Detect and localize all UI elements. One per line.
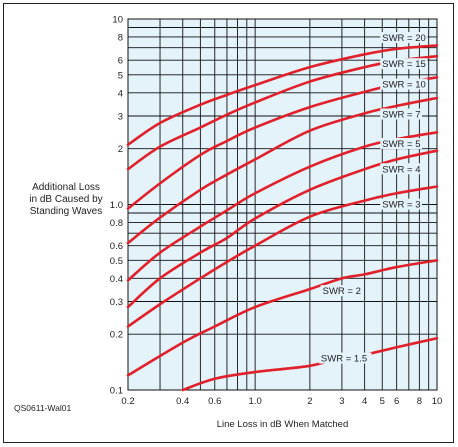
curve-label-swr-1-5: SWR = 1.5 xyxy=(321,354,367,365)
x-tick-label: 0.6 xyxy=(208,396,221,407)
x-tick-label: 3 xyxy=(339,396,344,407)
x-tick-label: 5 xyxy=(380,396,385,407)
y-tick-label: 8 xyxy=(118,32,123,43)
y-tick-label: 2 xyxy=(118,144,123,155)
y-tick-label: 4 xyxy=(118,88,123,99)
y-axis-label-line-1: Additional Loss xyxy=(32,182,100,193)
curve-label-bg xyxy=(380,108,423,120)
y-tick-label: 1.0 xyxy=(110,200,123,211)
x-tick-label: 2 xyxy=(307,396,312,407)
y-tick-label: 0.2 xyxy=(110,330,123,341)
curve-label-bg xyxy=(380,78,428,90)
curve-label-bg xyxy=(380,198,423,210)
x-tick-label: 4 xyxy=(362,396,367,407)
plot-border xyxy=(127,18,438,391)
x-tick-label: 0.4 xyxy=(176,396,189,407)
series-line-20 xyxy=(126,44,439,147)
x-axis-label: Line Loss in dB When Matched xyxy=(216,419,349,430)
y-tick-label: 0.8 xyxy=(110,218,123,229)
x-tick-label: 8 xyxy=(417,396,422,407)
curve-label-bg xyxy=(380,163,423,175)
curve-label-bg xyxy=(380,32,428,44)
series-line-4 xyxy=(126,149,439,309)
series-line-3 xyxy=(126,185,439,328)
curve-label-swr-2: SWR = 2 xyxy=(323,286,361,297)
y-tick-label: 0.6 xyxy=(110,241,123,252)
y-axis-label-line-3: Standing Waves xyxy=(29,206,103,217)
curve-label-bg xyxy=(320,285,363,297)
curve-label-swr-7: SWR = 7 xyxy=(382,109,420,120)
curve-label-swr-5: SWR = 5 xyxy=(382,139,420,150)
curve-label-swr-15: SWR = 15 xyxy=(382,59,426,70)
curve-label-swr-20: SWR = 20 xyxy=(382,33,426,44)
curve-label-swr-10: SWR = 10 xyxy=(382,80,426,91)
figure-id: QS0611-Wal01 xyxy=(14,403,72,413)
y-tick-label: 0.3 xyxy=(110,297,123,308)
y-axis-label-line-2: in dB Caused by xyxy=(29,194,103,205)
x-tick-label: 1.0 xyxy=(249,396,262,407)
x-tick-label: 10 xyxy=(432,396,443,407)
curve-label-swr-3: SWR = 3 xyxy=(382,200,420,211)
y-tick-label: 0.1 xyxy=(110,386,123,397)
curve-label-swr-4: SWR = 4 xyxy=(382,164,420,175)
x-tick-label: 0.2 xyxy=(121,396,134,407)
x-tick-label: 6 xyxy=(394,396,399,407)
series-line-7 xyxy=(126,96,439,245)
curve-label-bg xyxy=(318,352,372,364)
y-tick-label: 5 xyxy=(118,70,123,81)
y-tick-label: 0.4 xyxy=(110,274,123,285)
curve-label-bg xyxy=(380,137,423,149)
y-tick-label: 3 xyxy=(118,111,123,122)
series-line-2 xyxy=(126,259,439,377)
curve-label-bg xyxy=(380,58,428,70)
y-tick-label: 10 xyxy=(112,15,123,26)
y-tick-label: 0.5 xyxy=(110,256,123,267)
y-tick-label: 6 xyxy=(118,56,123,67)
y-axis-label: Additional Loss in dB Caused by Standing… xyxy=(10,182,122,218)
